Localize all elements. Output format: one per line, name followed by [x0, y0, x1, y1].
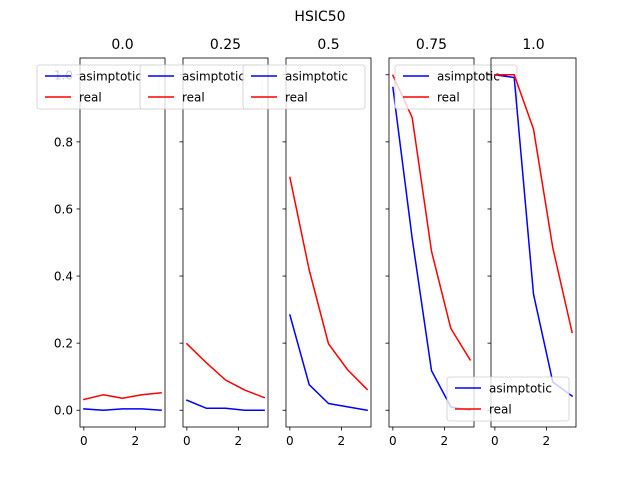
series-line-asimptotic-panel-1 — [83, 408, 162, 411]
axes-frame-panel-3 — [285, 57, 372, 428]
x-tick-label-panel-1: 2 — [132, 434, 140, 448]
x-tick-label-panel-3: 2 — [338, 434, 346, 448]
x-tick-label-panel-1: 0 — [80, 434, 88, 448]
x-tick-label-panel-3: 0 — [286, 434, 294, 448]
legend-label-real: real — [182, 91, 205, 105]
panel-5: 1.0 0 2 asimptotic real — [446, 37, 577, 448]
legend-label-asimptotic: asimptotic — [79, 70, 142, 84]
series-line-real-panel-3 — [289, 176, 369, 391]
y-tick-label: 0.6 — [54, 202, 73, 216]
series-line-real-panel-2 — [185, 342, 266, 399]
x-tick-label-panel-2: 0 — [183, 434, 191, 448]
y-tick-label: 0.4 — [54, 270, 73, 284]
legend-panel-2: asimptotic real — [139, 64, 263, 110]
x-tick-label-panel-4: 2 — [441, 434, 449, 448]
panel-title-2: 0.25 — [210, 37, 241, 53]
legend-label-real: real — [79, 91, 102, 105]
panel-2: 0.25 0 2 asimptotic real — [139, 37, 269, 448]
legend-label-asimptotic: asimptotic — [489, 382, 552, 396]
panel-4: 0.75 0 2 asimptotic real — [385, 37, 518, 448]
axes-frame-panel-2 — [182, 57, 269, 428]
panel-title-1: 0.0 — [111, 37, 133, 53]
legend-panel-3: asimptotic real — [242, 64, 366, 110]
series-line-asimptotic-panel-2 — [185, 399, 265, 411]
x-tick-label-panel-4: 0 — [389, 434, 397, 448]
legend-label-asimptotic: asimptotic — [437, 70, 500, 84]
x-tick-label-panel-5: 2 — [543, 434, 551, 448]
legend-panel-5: asimptotic real — [446, 376, 570, 422]
legend-label-real: real — [285, 91, 308, 105]
x-tick-label-panel-2: 2 — [235, 434, 243, 448]
legend-panel-4: asimptotic real — [394, 64, 518, 110]
y-tick-label: 0.2 — [54, 337, 73, 351]
y-tick-label: 0.8 — [54, 135, 73, 149]
series-line-asimptotic-panel-3 — [288, 314, 368, 412]
figure-title: HSIC50 — [294, 9, 345, 25]
series-line-real-panel-5 — [494, 74, 573, 334]
legend-label-asimptotic: asimptotic — [285, 70, 348, 84]
panel-title-3: 0.5 — [317, 37, 339, 53]
axes-frame-panel-4 — [388, 57, 475, 428]
panel-3: 0.5 0 2 asimptotic real — [242, 37, 372, 448]
series-line-real-panel-1 — [82, 391, 162, 401]
legend-label-real: real — [437, 91, 460, 105]
y-tick-label: 0.0 — [54, 404, 73, 418]
panels-group: 0.00.00.20.40.60.81.002asimptoticreal0.2… — [36, 37, 577, 448]
axes-frame-panel-5 — [490, 57, 577, 428]
x-tick-label-panel-5: 0 — [491, 434, 499, 448]
axes-frame-panel-1 — [79, 57, 166, 428]
panel-title-4: 0.75 — [416, 37, 447, 53]
panel-title-5: 1.0 — [522, 37, 544, 53]
legend-label-asimptotic: asimptotic — [182, 70, 245, 84]
legend-label-real: real — [489, 403, 512, 417]
